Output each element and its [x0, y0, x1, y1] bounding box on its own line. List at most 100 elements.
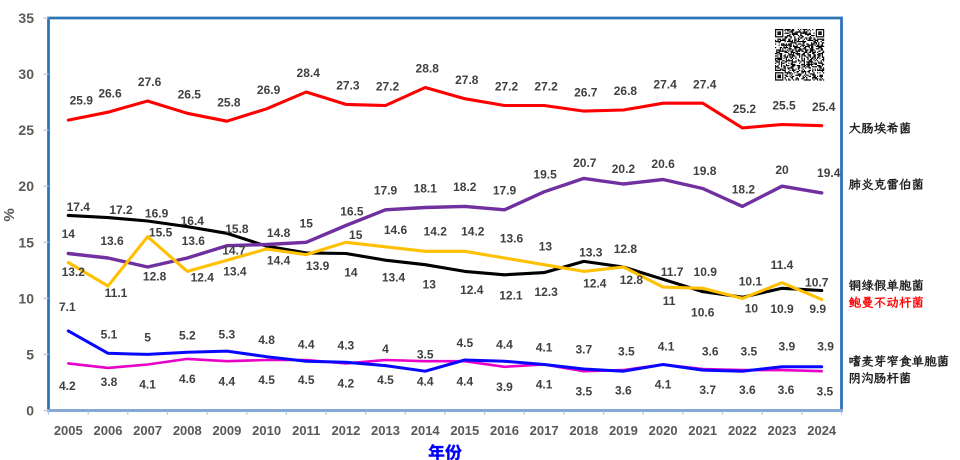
svg-text:2018: 2018 — [569, 423, 598, 438]
svg-text:27.4: 27.4 — [693, 77, 717, 91]
svg-text:3.6: 3.6 — [615, 383, 632, 397]
svg-text:28.8: 28.8 — [416, 62, 440, 76]
svg-text:4.4: 4.4 — [417, 374, 434, 388]
svg-text:12.1: 12.1 — [499, 288, 523, 302]
svg-text:13.4: 13.4 — [382, 271, 406, 285]
svg-text:35: 35 — [18, 10, 34, 26]
svg-text:4.3: 4.3 — [338, 339, 355, 353]
svg-text:2010: 2010 — [252, 423, 281, 438]
svg-text:16.4: 16.4 — [181, 214, 205, 228]
svg-text:3.6: 3.6 — [778, 383, 795, 397]
svg-text:3.6: 3.6 — [739, 383, 756, 397]
svg-text:0: 0 — [26, 403, 34, 419]
svg-text:2021: 2021 — [688, 423, 717, 438]
svg-text:3.9: 3.9 — [496, 380, 513, 394]
svg-text:3.5: 3.5 — [741, 344, 758, 358]
svg-text:11: 11 — [663, 294, 676, 308]
svg-text:13.6: 13.6 — [182, 234, 206, 248]
svg-text:3.7: 3.7 — [699, 383, 716, 397]
svg-text:7.1: 7.1 — [59, 300, 76, 314]
svg-text:14.2: 14.2 — [424, 225, 448, 239]
svg-text:4.1: 4.1 — [655, 378, 672, 392]
svg-text:20.2: 20.2 — [612, 162, 636, 176]
svg-text:12.8: 12.8 — [614, 242, 638, 256]
svg-text:17.2: 17.2 — [109, 203, 133, 217]
svg-text:25.4: 25.4 — [812, 100, 836, 114]
svg-text:13.6: 13.6 — [100, 234, 124, 248]
svg-text:5: 5 — [144, 331, 151, 345]
svg-text:4.4: 4.4 — [298, 337, 315, 351]
svg-text:18.2: 18.2 — [732, 182, 756, 196]
svg-text:2011: 2011 — [292, 423, 320, 438]
svg-text:4.6: 4.6 — [179, 372, 196, 386]
svg-text:13.2: 13.2 — [62, 265, 86, 279]
svg-text:13.3: 13.3 — [579, 246, 603, 260]
svg-text:10.7: 10.7 — [805, 276, 829, 290]
svg-text:4.2: 4.2 — [59, 379, 76, 393]
svg-text:2006: 2006 — [94, 423, 123, 438]
svg-text:2017: 2017 — [530, 423, 559, 438]
svg-text:14: 14 — [344, 266, 358, 280]
svg-text:15: 15 — [349, 228, 363, 242]
svg-text:19.8: 19.8 — [693, 164, 717, 178]
svg-text:5.3: 5.3 — [219, 327, 236, 341]
svg-text:30: 30 — [18, 66, 34, 82]
svg-text:5.2: 5.2 — [179, 328, 196, 342]
svg-text:2005: 2005 — [54, 423, 83, 438]
svg-text:16.5: 16.5 — [340, 205, 364, 219]
svg-text:17.9: 17.9 — [374, 184, 398, 198]
svg-text:4.2: 4.2 — [338, 377, 355, 391]
svg-text:11.7: 11.7 — [661, 265, 684, 279]
svg-text:27.2: 27.2 — [376, 80, 400, 94]
svg-text:27.8: 27.8 — [455, 73, 479, 87]
svg-text:3.6: 3.6 — [702, 345, 719, 359]
svg-text:2013: 2013 — [371, 423, 400, 438]
svg-text:15.5: 15.5 — [149, 225, 173, 239]
svg-text:27.2: 27.2 — [495, 80, 519, 94]
svg-text:18.2: 18.2 — [453, 180, 477, 194]
svg-text:20: 20 — [775, 163, 789, 177]
svg-text:26.8: 26.8 — [614, 84, 638, 98]
svg-text:25.9: 25.9 — [70, 93, 94, 107]
svg-text:4.4: 4.4 — [496, 337, 513, 351]
svg-text:4.5: 4.5 — [298, 373, 315, 387]
svg-text:14.7: 14.7 — [222, 243, 246, 257]
svg-text:11.4: 11.4 — [771, 258, 794, 272]
svg-text:25.2: 25.2 — [733, 102, 757, 116]
svg-text:15: 15 — [300, 217, 314, 231]
svg-text:%: % — [1, 208, 18, 221]
svg-text:12.8: 12.8 — [143, 270, 167, 284]
svg-text:2016: 2016 — [490, 423, 519, 438]
svg-text:4.1: 4.1 — [536, 341, 553, 355]
svg-text:2015: 2015 — [450, 423, 479, 438]
svg-text:14.6: 14.6 — [384, 223, 408, 237]
svg-text:25: 25 — [18, 122, 34, 138]
svg-text:3.7: 3.7 — [575, 343, 592, 357]
svg-text:4.1: 4.1 — [139, 378, 156, 392]
svg-text:19.4: 19.4 — [817, 166, 841, 180]
svg-text:14.8: 14.8 — [267, 226, 291, 240]
svg-text:2024: 2024 — [807, 423, 837, 438]
svg-text:13: 13 — [423, 278, 437, 292]
svg-text:3.8: 3.8 — [101, 375, 118, 389]
svg-text:2014: 2014 — [411, 423, 441, 438]
svg-text:4.5: 4.5 — [377, 373, 394, 387]
svg-text:12.3: 12.3 — [534, 285, 558, 299]
svg-text:26.7: 26.7 — [574, 85, 598, 99]
svg-text:3.5: 3.5 — [417, 347, 434, 361]
svg-text:13.6: 13.6 — [500, 232, 524, 246]
svg-text:2023: 2023 — [768, 423, 797, 438]
svg-text:10.9: 10.9 — [770, 302, 794, 316]
svg-text:3.5: 3.5 — [817, 384, 834, 398]
svg-text:9.9: 9.9 — [809, 302, 826, 316]
svg-text:4.4: 4.4 — [219, 374, 236, 388]
svg-text:4: 4 — [382, 342, 389, 356]
svg-text:10.1: 10.1 — [739, 274, 763, 288]
svg-text:18.1: 18.1 — [414, 181, 438, 195]
svg-text:2009: 2009 — [212, 423, 241, 438]
svg-text:12.4: 12.4 — [583, 276, 607, 290]
svg-text:10.9: 10.9 — [694, 265, 718, 279]
svg-text:12.8: 12.8 — [620, 273, 644, 287]
svg-text:27.3: 27.3 — [336, 79, 360, 93]
svg-text:12.4: 12.4 — [191, 271, 215, 285]
